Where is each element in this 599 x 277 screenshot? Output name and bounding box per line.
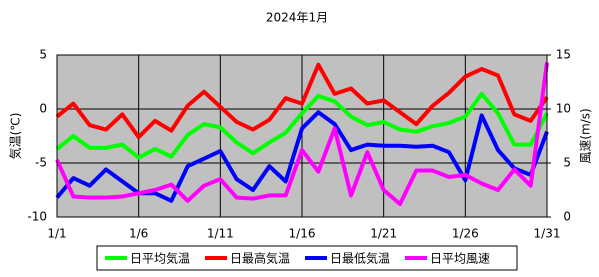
legend-label: 日平均風速 — [430, 252, 490, 266]
legend-label: 日平均気温 — [130, 251, 190, 266]
y2-axis-label: 風速(m/s) — [579, 108, 593, 163]
y-tick-label: 0 — [39, 102, 47, 116]
legend-label: 日最高気温 — [230, 251, 290, 266]
x-tick-label: 1/21 — [370, 227, 397, 241]
y2-tick-label: 10 — [556, 102, 571, 116]
x-tick-label: 1/16 — [289, 227, 316, 241]
series-line — [55, 91, 549, 160]
y2-tick-label: 5 — [563, 156, 571, 170]
x-tick-label: 1/1 — [47, 227, 66, 241]
y-tick-label: -10 — [27, 210, 47, 224]
series-line — [55, 62, 549, 207]
x-tick-label: 1/31 — [534, 227, 561, 241]
series-line — [55, 62, 549, 140]
y2-tick-label: 15 — [556, 48, 571, 62]
legend-label: 日最低気温 — [330, 251, 390, 266]
x-tick-label: 1/11 — [207, 227, 234, 241]
y-tick-label: -5 — [35, 156, 47, 170]
chart-title: 2024年1月 — [266, 11, 328, 25]
x-tick-label: 1/26 — [452, 227, 479, 241]
y-tick-label: 5 — [39, 48, 47, 62]
x-tick-label: 1/6 — [129, 227, 148, 241]
y-axis-label: 気温(℃) — [8, 113, 23, 160]
plot-border — [56, 54, 548, 218]
y2-tick-label: 0 — [563, 210, 571, 224]
